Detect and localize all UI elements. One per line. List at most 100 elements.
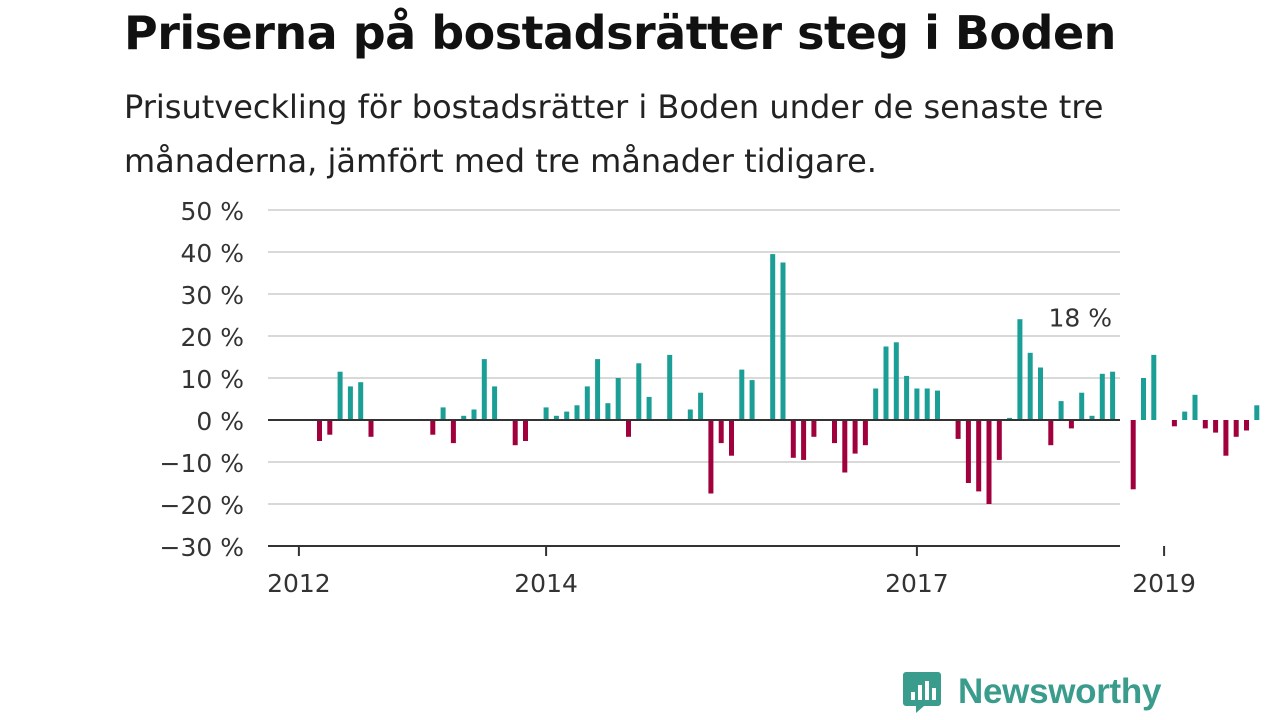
- bar: [1141, 378, 1146, 420]
- bar: [1027, 352, 1033, 420]
- chart-title: Priserna på bostadsrätter steg i Boden: [124, 6, 1116, 60]
- bar: [832, 420, 837, 444]
- bar: [1038, 367, 1043, 420]
- newsworthy-logo-icon: [903, 672, 941, 713]
- bar: [1089, 415, 1095, 420]
- y-tick-label: 30 %: [180, 281, 244, 310]
- bar: [924, 388, 930, 420]
- bar: [347, 386, 353, 420]
- bar: [935, 390, 940, 420]
- bar: [615, 378, 621, 420]
- y-tick-label: 40 %: [180, 239, 244, 268]
- bar: [1182, 411, 1188, 420]
- bar: [1079, 392, 1085, 420]
- x-tick-label: 2014: [514, 569, 578, 598]
- y-tick-label: 50 %: [180, 197, 244, 226]
- last-value-label: 18 %: [1048, 303, 1112, 332]
- bar: [1068, 420, 1074, 429]
- bar: [512, 420, 518, 446]
- bar: [337, 371, 343, 420]
- bar: [553, 415, 559, 420]
- bar: [729, 420, 734, 456]
- bar: [1099, 373, 1105, 420]
- bar: [461, 415, 467, 420]
- bars: [317, 254, 1260, 504]
- bar: [646, 396, 652, 420]
- bar: [523, 420, 528, 441]
- bar: [852, 420, 858, 454]
- bar: [1017, 319, 1023, 420]
- bar: [450, 420, 456, 444]
- bar: [955, 420, 961, 439]
- bar: [862, 420, 868, 446]
- bar: [996, 420, 1002, 460]
- bar: [904, 375, 910, 420]
- bar: [327, 420, 333, 435]
- bar: [790, 420, 796, 458]
- y-tick-label: −20 %: [160, 491, 244, 520]
- bar: [1213, 420, 1219, 433]
- bar: [564, 411, 570, 420]
- y-tick-label: −10 %: [160, 449, 244, 478]
- bar: [1110, 371, 1116, 420]
- bar: [626, 420, 631, 437]
- grid-lines: [268, 209, 1120, 505]
- bar: [430, 420, 436, 435]
- y-tick-label: 0 %: [196, 407, 244, 436]
- bar: [749, 380, 755, 420]
- bar: [1244, 420, 1249, 431]
- bar: [1058, 401, 1064, 420]
- bar: [708, 420, 714, 494]
- bar: [1202, 420, 1208, 429]
- bar: [1151, 354, 1157, 420]
- x-axis-tick-labels: 201220142017201920222024: [267, 546, 1196, 598]
- bar: [883, 346, 889, 420]
- bar: [1233, 420, 1239, 437]
- bar: [543, 407, 549, 420]
- bar: [893, 342, 899, 420]
- brand-name: Newsworthy: [958, 672, 1162, 711]
- bar: [667, 354, 673, 420]
- bar: [687, 409, 693, 420]
- y-tick-label: 20 %: [180, 323, 244, 352]
- bar: [986, 420, 992, 504]
- x-tick-label: 2017: [885, 569, 949, 598]
- chart-subtitle: Prisutveckling för bostadsrätter i Boden…: [124, 88, 1104, 180]
- bar: [1130, 420, 1136, 490]
- bar: [368, 420, 374, 437]
- bar: [317, 420, 322, 441]
- bar: [965, 420, 971, 483]
- bar: [584, 386, 590, 420]
- bar: [574, 405, 580, 420]
- bar: [605, 403, 611, 420]
- bar: [471, 409, 477, 420]
- bar: [718, 420, 724, 444]
- bar: [1223, 420, 1229, 456]
- bar: [914, 388, 920, 420]
- bar: [492, 386, 498, 420]
- bar: [1171, 420, 1177, 427]
- bar: [636, 363, 642, 420]
- annotations: 18 %: [1048, 303, 1112, 332]
- bar: [770, 254, 776, 420]
- bar: [1007, 417, 1013, 420]
- bar: [780, 262, 786, 420]
- bar: [811, 420, 817, 437]
- price-change-bar-chart: 50 % 40 % 30 % 20 % 10 % 0 % −10 % −20 % −30 % 2…: [160, 197, 1260, 598]
- newsworthy-logo: Newsworthy: [902, 670, 1161, 714]
- bar: [976, 420, 982, 492]
- bar: [481, 359, 487, 420]
- bar: [873, 388, 879, 420]
- axes: [268, 419, 1120, 547]
- y-axis-tick-labels: 50 % 40 % 30 % 20 % 10 % 0 % −10 % −20 % −30 %: [160, 197, 244, 562]
- x-tick-label: 2012: [267, 569, 331, 598]
- y-tick-label: −30 %: [160, 533, 244, 562]
- bar: [1254, 405, 1260, 420]
- bar: [358, 382, 364, 420]
- bar: [595, 359, 601, 420]
- bar: [801, 420, 807, 460]
- x-tick-label: 2019: [1132, 569, 1196, 598]
- bar: [698, 392, 704, 420]
- y-tick-label: 10 %: [180, 365, 244, 394]
- bar: [1048, 420, 1054, 446]
